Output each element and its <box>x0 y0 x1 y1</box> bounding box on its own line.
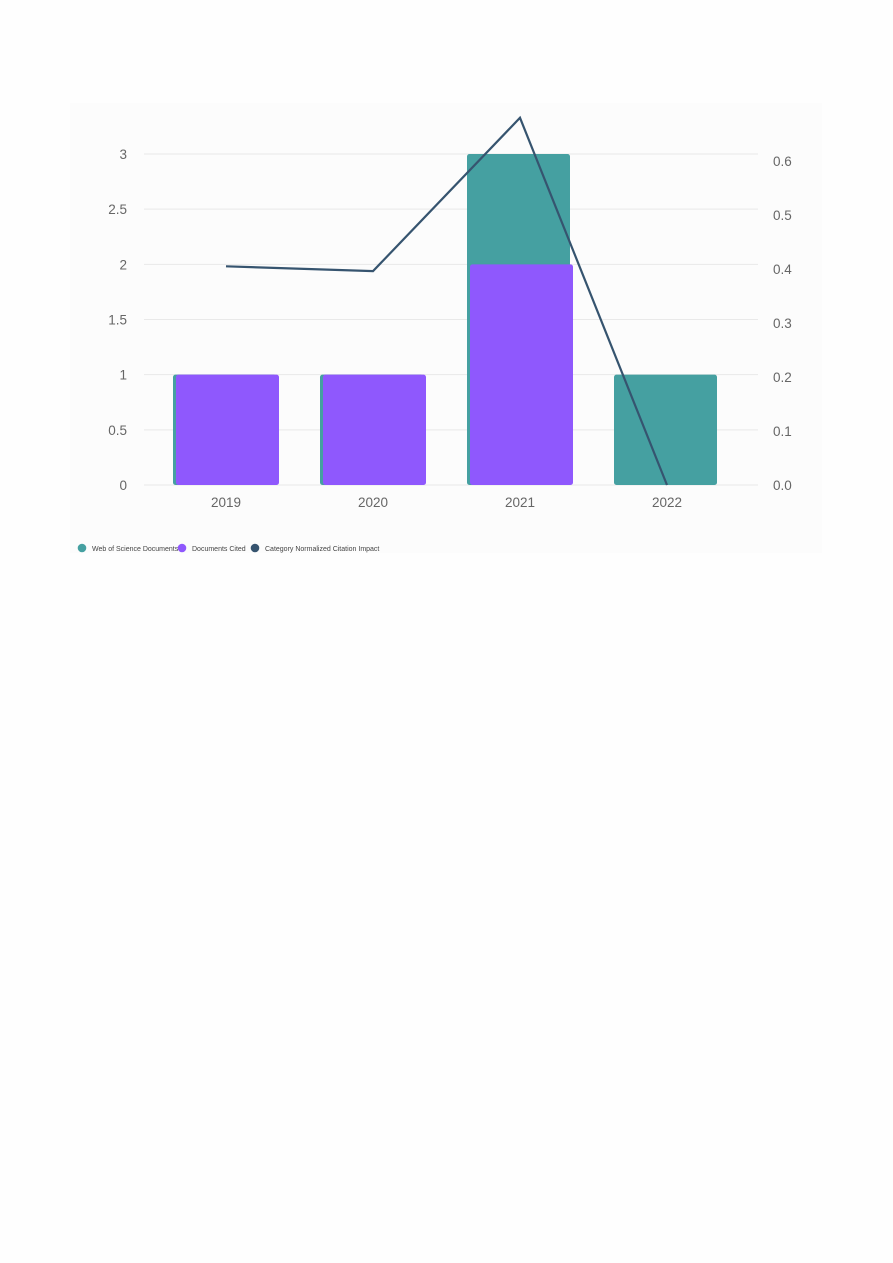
documents-cited-bar <box>176 374 279 485</box>
legend-label: Documents Cited <box>192 546 246 553</box>
right-axis-tick-label: 0.2 <box>773 370 792 385</box>
right-y-axis: 0.0 0.1 0.2 0.3 0.4 0.5 0.6 <box>773 154 792 493</box>
left-axis-tick-label: 0.5 <box>108 423 127 438</box>
documents-cited-bar <box>323 374 426 485</box>
right-axis-tick-label: 0.0 <box>773 478 792 493</box>
x-axis: 2019 2020 2021 2022 <box>211 495 682 510</box>
documents-cited-bar <box>470 264 573 485</box>
right-axis-tick-label: 0.3 <box>773 316 792 331</box>
left-axis-tick-label: 2.5 <box>108 202 127 217</box>
combo-chart: 0 0.5 1 1.5 2 2.5 3 0.0 0.1 0.2 0.3 0.4 0.5 0.6 2019… <box>77 115 792 553</box>
wos-documents-bar <box>614 374 717 485</box>
legend-marker <box>177 543 187 553</box>
right-axis-tick-label: 0.1 <box>773 424 792 439</box>
left-axis-tick-label: 0 <box>119 478 127 493</box>
chart-panel: 0 0.5 1 1.5 2 2.5 3 0.0 0.1 0.2 0.3 0.4 0.5 0.6 2019… <box>70 103 822 553</box>
citation-impact-line <box>225 115 669 486</box>
x-axis-tick-label: 2020 <box>358 495 388 510</box>
legend-label: Web of Science Documents <box>92 546 179 553</box>
right-axis-tick-label: 0.6 <box>773 154 792 169</box>
legend-label: Category Normalized Citation Impact <box>265 546 379 553</box>
right-axis-tick-label: 0.5 <box>773 208 792 223</box>
x-axis-tick-label: 2021 <box>505 495 535 510</box>
right-axis-tick-label: 0.4 <box>773 262 792 277</box>
x-axis-tick-label: 2019 <box>211 495 241 510</box>
left-axis-tick-label: 1.5 <box>108 313 127 328</box>
legend: Web of Science Documents Documents Cited C… <box>77 543 379 553</box>
left-axis-tick-label: 3 <box>119 147 127 162</box>
left-axis-tick-label: 1 <box>119 368 127 383</box>
x-axis-tick-label: 2022 <box>652 495 682 510</box>
bars <box>173 154 717 485</box>
citation-impact-line-layer <box>225 115 669 486</box>
legend-marker <box>250 543 260 553</box>
left-y-axis: 0 0.5 1 1.5 2 2.5 3 <box>108 147 127 493</box>
legend-marker <box>77 543 87 553</box>
left-axis-tick-label: 2 <box>119 257 127 272</box>
